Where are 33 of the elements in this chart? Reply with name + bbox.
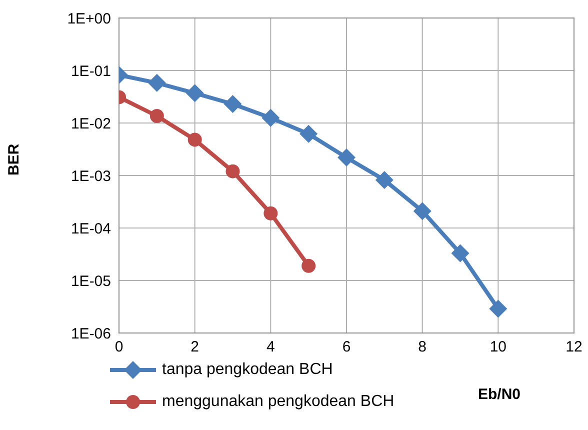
x-tick-label: 8: [418, 338, 427, 356]
point: [150, 108, 164, 123]
point: [264, 206, 278, 220]
point: [188, 132, 202, 147]
point: [226, 164, 240, 178]
point: [302, 258, 316, 273]
x-tick-label: 12: [566, 338, 582, 356]
point: [148, 74, 166, 92]
point: [489, 300, 508, 318]
y-tick-label: 1E-03: [70, 168, 111, 185]
point: [262, 108, 280, 127]
point: [300, 124, 318, 143]
point: [375, 171, 394, 190]
y-tick-label: 1E-02: [70, 115, 111, 132]
x-tick-label: 0: [114, 338, 124, 356]
y-tick-label: 1E-04: [70, 220, 111, 238]
legend-label: tanpa pengkodean BCH: [162, 361, 333, 379]
y-axis-title: BER: [5, 144, 22, 176]
x-tick-label: 4: [266, 338, 275, 356]
x-axis-title: Eb/N0: [478, 386, 521, 403]
point: [338, 148, 356, 167]
x-tick-label: 2: [190, 338, 200, 356]
y-tick-label: 1E-05: [70, 272, 111, 290]
x-tick-label: 10: [490, 338, 507, 356]
y-tick-label: 1E+00: [67, 10, 111, 28]
point: [413, 202, 432, 220]
y-tick-label: 1E-06: [70, 325, 111, 342]
x-tick-label: 6: [342, 338, 351, 356]
legend-label: menggunakan pengkodean BCH: [162, 393, 394, 411]
point: [451, 244, 470, 262]
point: [186, 84, 204, 102]
y-tick-label: 1E-01: [70, 62, 111, 80]
point: [224, 95, 242, 114]
